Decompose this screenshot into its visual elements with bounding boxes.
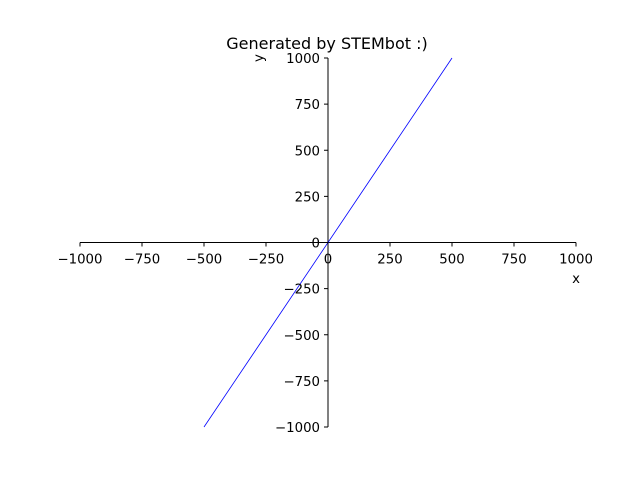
- y-tick-label: 0: [312, 237, 320, 252]
- x-tick-label: 750: [501, 253, 526, 268]
- x-axis-label: x: [572, 272, 580, 287]
- x-tick-label: −750: [124, 253, 161, 268]
- x-tick-label: 250: [377, 253, 402, 268]
- y-axis-label: y: [252, 54, 267, 62]
- x-tick-label: −250: [248, 253, 285, 268]
- y-tick-label: 750: [295, 98, 320, 113]
- y-tick-label: 250: [295, 190, 320, 205]
- y-tick-label: −250: [283, 283, 320, 298]
- y-tick-label: −750: [283, 375, 320, 390]
- x-tick-label: −1000: [58, 253, 103, 268]
- x-tick-label: 0: [324, 253, 332, 268]
- y-tick-label: 500: [295, 144, 320, 159]
- y-tick-label: 1000: [286, 52, 320, 67]
- y-tick-label: −500: [283, 329, 320, 344]
- x-axis-ticks: −1000 −750 −500 −250 0 250 500 750 1000: [58, 242, 593, 268]
- x-tick-label: 500: [439, 253, 464, 268]
- x-tick-label: −500: [186, 253, 223, 268]
- x-tick-label: 1000: [559, 253, 593, 268]
- y-tick-label: −1000: [275, 421, 320, 436]
- y-axis-ticks: −1000 −750 −500 −250 0 250 500 750 1000: [275, 52, 328, 436]
- chart-title: Generated by STEMbot :): [226, 34, 427, 53]
